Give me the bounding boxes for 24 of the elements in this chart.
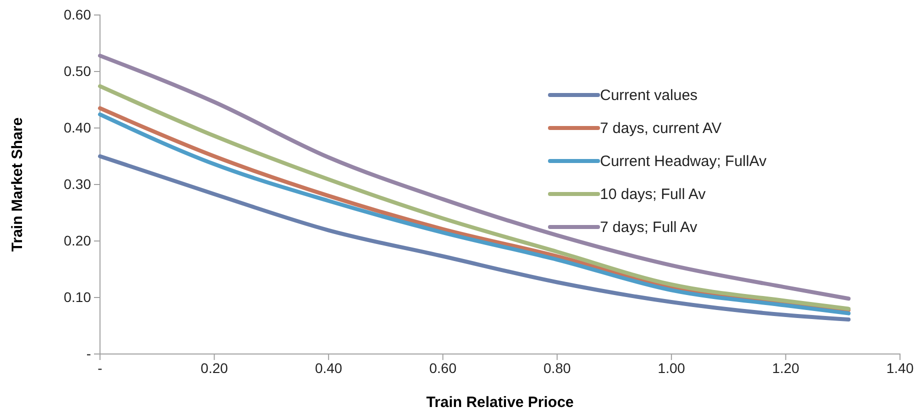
- y-axis-title: Train Market Share: [9, 117, 26, 252]
- x-tick-label: -: [98, 360, 103, 376]
- line-series: [98, 54, 851, 301]
- legend-label: Current Headway; FullAv: [600, 153, 767, 170]
- x-tick-label: 0.20: [200, 360, 228, 376]
- y-tick-label: 0.60: [64, 6, 92, 22]
- x-tick-label: 1.40: [886, 360, 914, 376]
- y-tick-label: 0.20: [64, 232, 92, 248]
- legend-label: 7 days; Full Av: [600, 219, 698, 236]
- y-tick-label: 0.10: [64, 288, 92, 305]
- legend-label: Current values: [600, 87, 698, 104]
- x-tick-label: 1.20: [772, 360, 800, 376]
- y-tick-label: -: [86, 345, 92, 362]
- legend-label: 10 days; Full Av: [600, 186, 706, 203]
- line-series: [98, 154, 851, 322]
- x-tick-label: 1.00: [658, 360, 686, 376]
- x-tick-label: 0.40: [314, 360, 342, 376]
- y-tick-label: 0.40: [64, 119, 92, 136]
- x-axis-title: Train Relative Prioce: [426, 394, 574, 411]
- legend-label: 7 days, current AV: [600, 120, 722, 137]
- x-tick-label: 0.80: [544, 360, 571, 376]
- y-tick-label: 0.30: [64, 176, 92, 192]
- y-tick-label: 0.50: [64, 62, 92, 79]
- x-tick-label: 0.60: [429, 360, 457, 376]
